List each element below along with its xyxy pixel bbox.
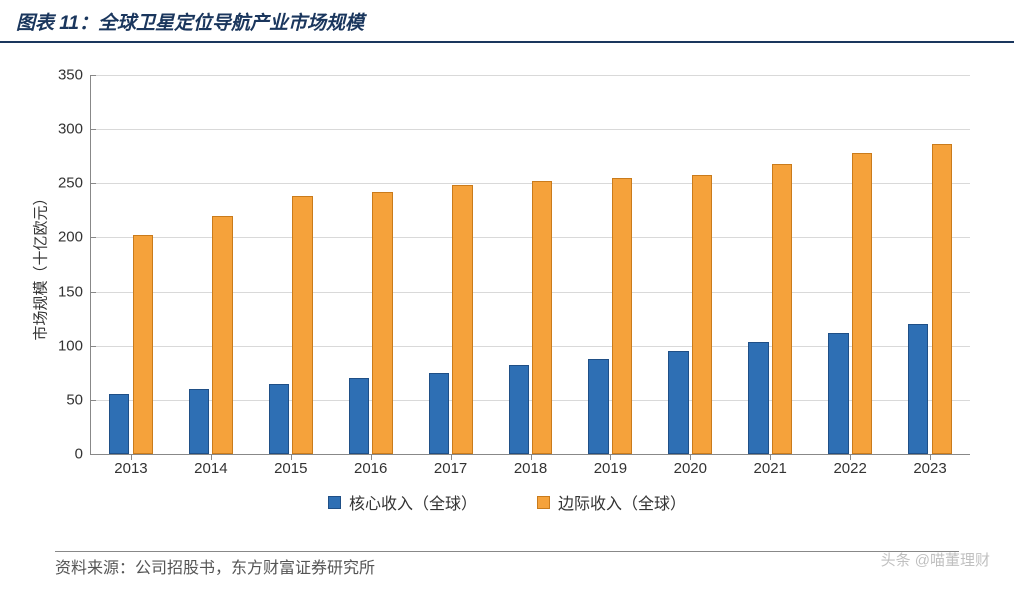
bar <box>109 394 129 454</box>
y-tick-mark <box>91 75 96 76</box>
legend-item-core: 核心收入（全球） <box>328 490 477 514</box>
gridline <box>91 129 970 130</box>
bar <box>509 365 529 454</box>
x-tick-label: 2018 <box>514 460 547 477</box>
bar <box>372 192 392 454</box>
bar <box>612 178 632 454</box>
y-axis-label-wrap: 市场规模（十亿欧元） <box>30 75 50 455</box>
chart-plot-area: 0501001502002503003502013201420152016201… <box>90 75 970 455</box>
x-tick-label: 2016 <box>354 460 387 477</box>
legend-label: 核心收入（全球） <box>349 490 477 514</box>
bar <box>932 144 952 454</box>
source-citation: 资料来源：公司招股书，东方财富证券研究所 <box>55 551 959 578</box>
y-tick-label: 50 <box>66 391 83 408</box>
bar <box>748 342 768 454</box>
legend-swatch-icon <box>328 496 341 509</box>
bar <box>429 373 449 454</box>
x-tick-label: 2014 <box>194 460 227 477</box>
bar <box>532 181 552 454</box>
x-tick-mark <box>850 454 851 460</box>
x-tick-mark <box>131 454 132 460</box>
bar <box>692 175 712 454</box>
y-tick-mark <box>91 129 96 130</box>
bar <box>292 196 312 454</box>
x-tick-mark <box>211 454 212 460</box>
watermark: 头条 @喵董理财 <box>881 549 990 570</box>
legend-label: 边际收入（全球） <box>558 490 686 514</box>
chart-title-bar: 图表 11：全球卫星定位导航产业市场规模 <box>0 0 1014 43</box>
bar <box>133 235 153 454</box>
y-tick-label: 0 <box>75 446 83 463</box>
y-tick-mark <box>91 237 96 238</box>
x-tick-label: 2022 <box>833 460 866 477</box>
x-tick-mark <box>690 454 691 460</box>
bar <box>828 333 848 454</box>
x-tick-label: 2017 <box>434 460 467 477</box>
y-axis-label: 市场规模（十亿欧元） <box>30 190 51 340</box>
y-tick-label: 100 <box>58 337 83 354</box>
plot: 0501001502002503003502013201420152016201… <box>90 75 970 455</box>
bar <box>772 164 792 454</box>
bar <box>349 378 369 454</box>
x-tick-mark <box>531 454 532 460</box>
x-tick-mark <box>610 454 611 460</box>
y-tick-label: 250 <box>58 175 83 192</box>
bar <box>668 351 688 454</box>
bar <box>852 153 872 454</box>
legend: 核心收入（全球） 边际收入（全球） <box>0 490 1014 514</box>
chart-title: 图表 11：全球卫星定位导航产业市场规模 <box>16 8 998 35</box>
x-tick-mark <box>371 454 372 460</box>
x-tick-label: 2020 <box>674 460 707 477</box>
x-tick-mark <box>930 454 931 460</box>
x-tick-label: 2013 <box>114 460 147 477</box>
bar <box>189 389 209 454</box>
bar <box>269 384 289 454</box>
bar <box>908 324 928 454</box>
legend-swatch-icon <box>537 496 550 509</box>
bar <box>588 359 608 454</box>
x-tick-label: 2015 <box>274 460 307 477</box>
y-tick-label: 200 <box>58 229 83 246</box>
gridline <box>91 75 970 76</box>
x-tick-mark <box>770 454 771 460</box>
bar <box>212 216 232 454</box>
gridline <box>91 183 970 184</box>
y-tick-label: 350 <box>58 67 83 84</box>
y-tick-mark <box>91 346 96 347</box>
y-tick-mark <box>91 454 96 455</box>
y-tick-mark <box>91 400 96 401</box>
legend-item-marginal: 边际收入（全球） <box>537 490 686 514</box>
y-tick-mark <box>91 292 96 293</box>
x-tick-label: 2021 <box>754 460 787 477</box>
y-tick-label: 300 <box>58 121 83 138</box>
x-tick-mark <box>451 454 452 460</box>
x-tick-label: 2023 <box>913 460 946 477</box>
y-tick-label: 150 <box>58 283 83 300</box>
x-tick-mark <box>291 454 292 460</box>
y-tick-mark <box>91 183 96 184</box>
bar <box>452 185 472 454</box>
x-tick-label: 2019 <box>594 460 627 477</box>
